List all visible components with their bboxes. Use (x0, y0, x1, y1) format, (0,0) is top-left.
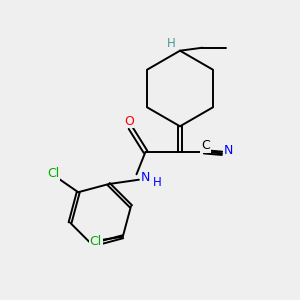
Text: N: N (223, 144, 233, 158)
Text: C: C (201, 139, 210, 152)
Text: Cl: Cl (47, 167, 59, 180)
Text: N: N (141, 171, 150, 184)
Text: H: H (153, 176, 162, 189)
Text: H: H (167, 37, 176, 50)
Text: O: O (124, 115, 134, 128)
Text: Cl: Cl (90, 235, 102, 248)
